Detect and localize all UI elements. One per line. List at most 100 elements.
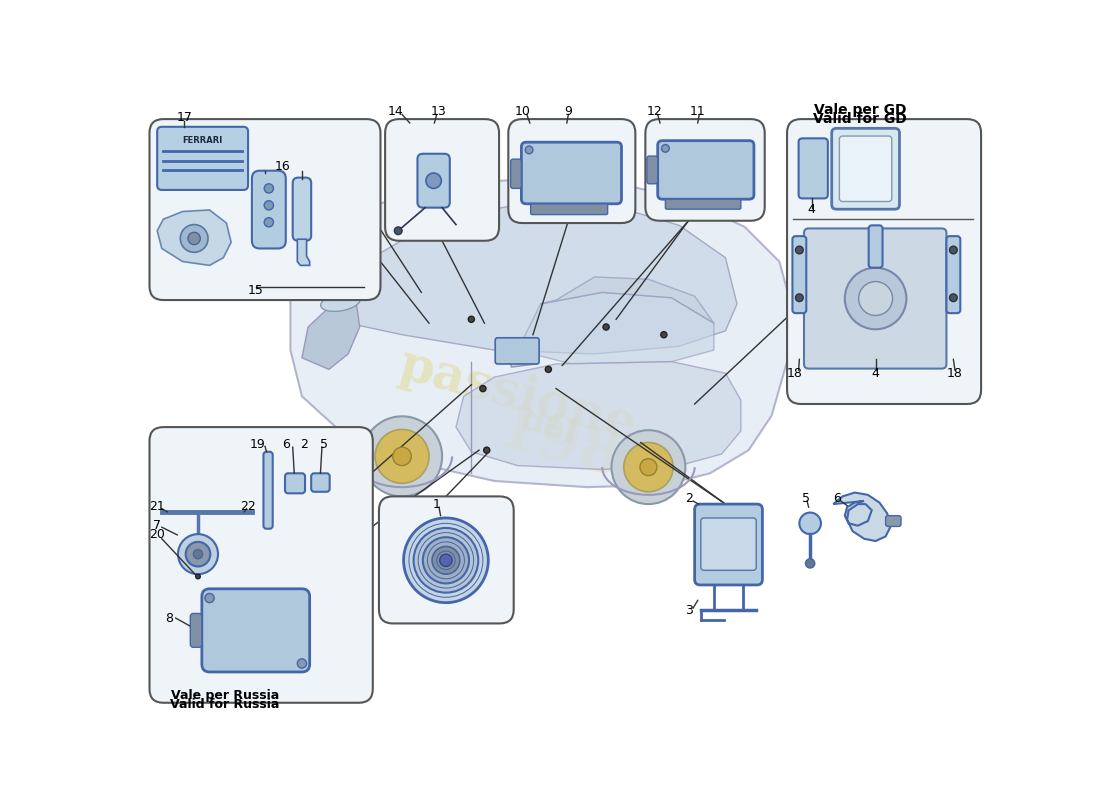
Text: Vale per Russia: Vale per Russia <box>170 689 279 702</box>
Polygon shape <box>301 300 360 370</box>
Circle shape <box>624 442 673 492</box>
Circle shape <box>432 546 460 574</box>
Circle shape <box>264 184 274 193</box>
Text: 16: 16 <box>275 160 290 174</box>
Text: 9: 9 <box>564 105 572 118</box>
Polygon shape <box>455 362 741 470</box>
Text: Valid for Russia: Valid for Russia <box>170 698 279 711</box>
Text: 4: 4 <box>807 203 815 217</box>
Circle shape <box>949 246 957 254</box>
FancyBboxPatch shape <box>418 154 450 208</box>
Circle shape <box>484 447 490 454</box>
FancyBboxPatch shape <box>832 128 900 209</box>
Circle shape <box>180 225 208 252</box>
Text: 12: 12 <box>647 105 662 118</box>
Circle shape <box>845 268 906 330</box>
Circle shape <box>795 294 803 302</box>
Text: 15: 15 <box>248 283 264 297</box>
FancyBboxPatch shape <box>150 427 373 702</box>
Circle shape <box>422 538 469 583</box>
Circle shape <box>178 534 218 574</box>
Circle shape <box>393 447 411 466</box>
FancyBboxPatch shape <box>804 229 946 369</box>
FancyBboxPatch shape <box>202 589 310 672</box>
Text: 22: 22 <box>240 500 256 513</box>
Text: 19: 19 <box>250 438 265 450</box>
Text: Vale per GD: Vale per GD <box>814 103 906 117</box>
Circle shape <box>297 659 307 668</box>
Text: 6: 6 <box>283 438 290 450</box>
FancyBboxPatch shape <box>530 204 607 214</box>
FancyBboxPatch shape <box>311 474 330 492</box>
FancyBboxPatch shape <box>285 474 305 494</box>
Circle shape <box>188 232 200 245</box>
Text: 10: 10 <box>514 105 530 118</box>
FancyBboxPatch shape <box>190 614 202 647</box>
Circle shape <box>469 316 474 322</box>
Circle shape <box>612 430 685 504</box>
FancyBboxPatch shape <box>646 119 764 221</box>
Text: 1: 1 <box>432 498 441 510</box>
Text: 5: 5 <box>319 438 328 450</box>
FancyBboxPatch shape <box>378 496 514 623</box>
Circle shape <box>426 173 441 189</box>
Text: 1985: 1985 <box>490 399 669 501</box>
FancyBboxPatch shape <box>886 516 901 526</box>
FancyBboxPatch shape <box>792 236 806 313</box>
Text: 18: 18 <box>786 366 803 380</box>
Text: dal: dal <box>516 404 581 450</box>
Polygon shape <box>290 179 791 487</box>
FancyBboxPatch shape <box>157 126 249 190</box>
FancyBboxPatch shape <box>839 136 892 202</box>
Circle shape <box>795 246 803 254</box>
Circle shape <box>362 416 442 496</box>
Polygon shape <box>510 354 537 367</box>
Circle shape <box>949 294 957 302</box>
Text: 17: 17 <box>176 111 192 124</box>
Circle shape <box>264 218 274 227</box>
Text: 6: 6 <box>833 492 842 506</box>
Circle shape <box>805 558 815 568</box>
Circle shape <box>205 594 214 602</box>
FancyBboxPatch shape <box>946 236 960 313</box>
Circle shape <box>480 386 486 392</box>
Polygon shape <box>157 210 231 266</box>
Polygon shape <box>517 292 714 364</box>
Circle shape <box>394 227 403 234</box>
FancyBboxPatch shape <box>521 142 622 204</box>
FancyBboxPatch shape <box>293 178 311 241</box>
Circle shape <box>603 324 609 330</box>
Circle shape <box>440 554 452 566</box>
Text: 13: 13 <box>431 105 447 118</box>
FancyBboxPatch shape <box>647 156 658 184</box>
Polygon shape <box>541 277 714 323</box>
Text: 7: 7 <box>153 519 162 532</box>
Circle shape <box>375 430 429 483</box>
FancyBboxPatch shape <box>869 226 882 268</box>
Text: passione: passione <box>394 341 641 451</box>
Polygon shape <box>834 493 891 541</box>
FancyBboxPatch shape <box>150 119 381 300</box>
Polygon shape <box>348 204 737 354</box>
Circle shape <box>546 366 551 373</box>
FancyBboxPatch shape <box>495 338 539 364</box>
Text: 2: 2 <box>685 492 693 506</box>
FancyBboxPatch shape <box>264 452 273 529</box>
FancyBboxPatch shape <box>695 504 762 585</box>
Text: 2: 2 <box>300 438 308 450</box>
Circle shape <box>414 528 478 593</box>
FancyBboxPatch shape <box>510 159 521 188</box>
Text: Valid for GD: Valid for GD <box>813 112 908 126</box>
Text: 20: 20 <box>150 529 165 542</box>
Text: 8: 8 <box>165 611 174 625</box>
Circle shape <box>404 518 488 602</box>
Text: 14: 14 <box>388 105 404 118</box>
FancyBboxPatch shape <box>788 119 981 404</box>
Text: FERRARI: FERRARI <box>183 136 222 145</box>
FancyBboxPatch shape <box>658 141 754 199</box>
Text: 4: 4 <box>871 366 880 380</box>
Text: 11: 11 <box>690 105 705 118</box>
Circle shape <box>640 458 657 476</box>
Text: 3: 3 <box>685 604 693 617</box>
Circle shape <box>186 542 210 566</box>
